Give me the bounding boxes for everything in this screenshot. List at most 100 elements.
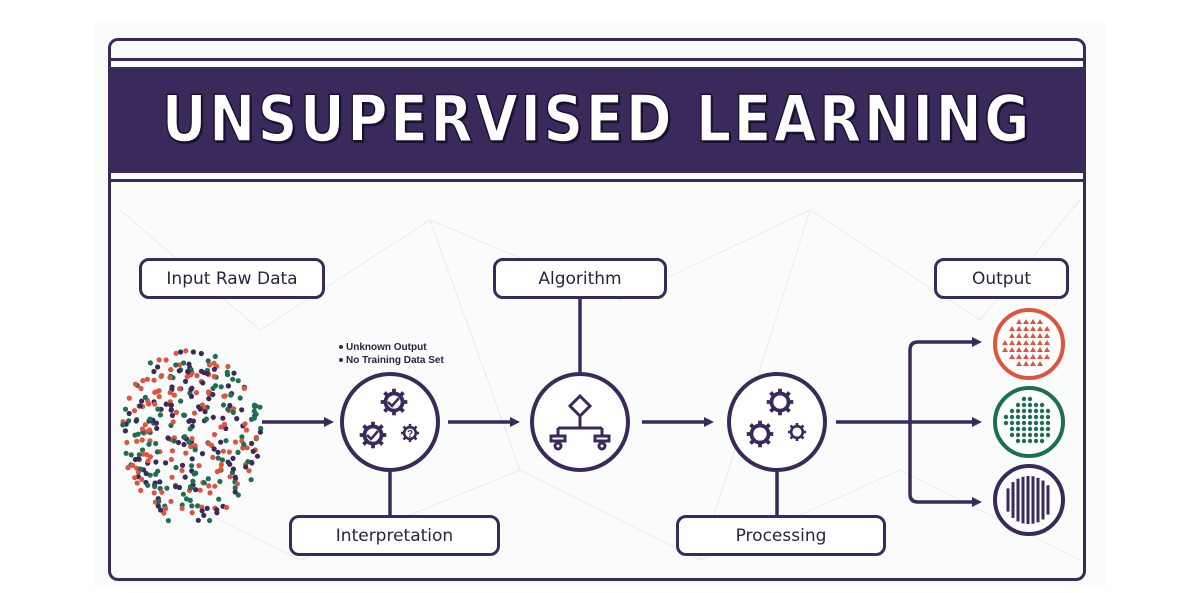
bar-mark (1041, 480, 1045, 520)
raw-data-point (237, 395, 243, 401)
raw-data-point (153, 440, 159, 447)
dot-mark (1015, 426, 1021, 432)
interpretation-label: Interpretation (289, 515, 500, 556)
raw-data-point (228, 392, 234, 398)
raw-data-point (131, 408, 138, 414)
raw-data-point (235, 378, 241, 384)
raw-data-point (223, 438, 229, 444)
dot-mark (1015, 414, 1021, 420)
raw-data-point (254, 453, 261, 459)
raw-data-point (163, 460, 169, 466)
note-unknown-output-text: Unknown Output (346, 342, 427, 353)
raw-data-point (126, 410, 132, 417)
raw-data-point (168, 402, 174, 408)
raw-data-point (135, 431, 141, 437)
raw-data-point (242, 421, 248, 427)
raw-data-point (231, 370, 237, 376)
dot-mark (1021, 396, 1027, 402)
bar-mark (1031, 476, 1035, 524)
raw-data-point (142, 394, 148, 400)
raw-data-point (188, 393, 195, 399)
raw-data-point (220, 415, 226, 421)
triangle-mark (1044, 340, 1050, 345)
diagram-title: UNSUPERVISED LEARNING (161, 82, 1033, 158)
raw-data-point (204, 505, 210, 511)
raw-data-point (241, 441, 247, 447)
raw-data-point (165, 518, 171, 524)
raw-data-point (153, 420, 159, 426)
raw-data-point (139, 447, 146, 453)
raw-data-point (155, 468, 161, 474)
raw-data-point (134, 480, 140, 486)
raw-data-point (218, 439, 224, 445)
raw-data-point (192, 447, 198, 453)
raw-data-point (139, 437, 145, 443)
raw-data-point (169, 474, 175, 480)
triangle-mark (1037, 333, 1043, 338)
raw-data-point (159, 373, 165, 379)
raw-data-point (251, 415, 257, 421)
raw-data-point (243, 427, 250, 433)
raw-data-point (205, 358, 211, 364)
raw-data-point (176, 484, 183, 491)
raw-data-point (199, 508, 205, 514)
raw-data-point (217, 478, 223, 485)
raw-data-point (230, 376, 236, 382)
raw-data-point (246, 468, 252, 474)
dot-mark (1033, 438, 1039, 444)
raw-data-point (219, 457, 225, 463)
raw-data-point (142, 422, 148, 428)
raw-data-point (230, 466, 236, 472)
triangle-mark (1044, 347, 1050, 352)
raw-data-point (146, 441, 152, 447)
raw-data-point (227, 474, 233, 480)
dot-mark (1009, 420, 1015, 426)
output-text: Output (971, 268, 1032, 289)
raw-data-point (165, 435, 171, 441)
bar-mark (1016, 478, 1020, 522)
raw-data-point (218, 466, 224, 472)
processing-label: Processing (676, 515, 886, 556)
note-unknown-output: Unknown Output (339, 342, 427, 353)
triangle-mark (1023, 326, 1029, 331)
raw-data-point (179, 505, 185, 511)
raw-data-point (188, 443, 194, 450)
raw-data-point (249, 440, 255, 447)
triangle-mark (1037, 319, 1043, 324)
dot-mark (1027, 426, 1033, 432)
raw-data-point (250, 448, 256, 454)
flowchart-icon (530, 372, 630, 472)
raw-data-point (223, 504, 230, 510)
triangle-mark (1044, 333, 1050, 338)
raw-data-point (189, 436, 195, 442)
raw-data-point (139, 476, 145, 482)
raw-data-point (181, 412, 187, 418)
raw-data-point (126, 395, 132, 401)
raw-data-point (222, 421, 228, 427)
raw-data-point (171, 392, 177, 398)
triangle-mark (1002, 340, 1008, 345)
raw-data-point (192, 443, 198, 449)
dot-mark (1045, 414, 1051, 420)
dot-mark (1015, 432, 1021, 438)
raw-data-point (133, 418, 139, 424)
dot-mark (1027, 396, 1033, 402)
raw-data-point (193, 390, 199, 396)
dot-mark (1027, 414, 1033, 420)
raw-data-point (196, 463, 202, 469)
raw-data-point (218, 462, 224, 468)
raw-data-point (220, 402, 227, 408)
triangle-mark (1030, 326, 1036, 331)
input-raw-data-text: Input Raw Data (166, 268, 298, 289)
raw-data-point (156, 498, 162, 504)
dot-mark (1021, 426, 1027, 432)
raw-data-point (140, 378, 146, 384)
dot-mark (1027, 438, 1033, 444)
raw-data-point (190, 478, 196, 484)
raw-data-point (232, 474, 238, 480)
raw-data-point (123, 450, 129, 456)
raw-data-point (157, 479, 163, 485)
raw-data-point (210, 454, 216, 460)
dot-mark (1027, 420, 1033, 426)
raw-data-point (167, 390, 173, 396)
